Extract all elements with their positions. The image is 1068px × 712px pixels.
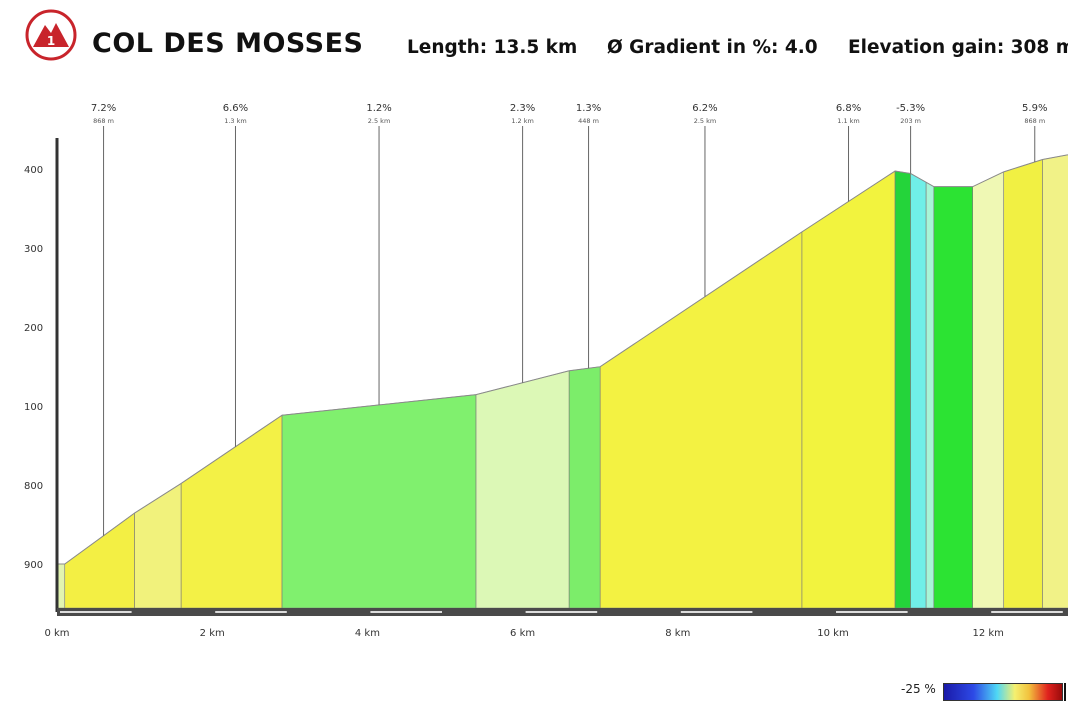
gradient-stat: Ø Gradient in %: 4.0 (607, 37, 818, 58)
annotation-length: 1.1 km (837, 117, 860, 125)
distance-stripe-highlight (680, 611, 753, 613)
header: 1 COL DES MOSSES Length: 13.5 km Ø Gradi… (0, 0, 1068, 90)
profile-segment (568, 366, 601, 609)
length-stat: Length: 13.5 km (407, 37, 578, 58)
y-tick-label: 200 (24, 323, 43, 334)
profile-segment (1042, 154, 1068, 609)
profile-segment (134, 482, 182, 609)
legend-end-cap (1064, 683, 1066, 701)
mountain-pass-badge-icon: 1 (25, 9, 77, 61)
profile-line (57, 154, 1068, 565)
annotation-length: 1.3 km (224, 117, 247, 125)
x-tick-label: 10 km (817, 628, 848, 639)
y-tick-label: 400 (24, 165, 43, 176)
annotation-gradient: 5.9% (1022, 103, 1047, 114)
annotation-length: 2.5 km (694, 117, 717, 125)
y-tick-label: 900 (24, 560, 43, 571)
annotation-gradient: 1.2% (366, 103, 391, 114)
profile-segment (475, 370, 570, 609)
profile-segment (910, 172, 927, 609)
profile-segment (599, 231, 803, 609)
annotation-gradient: 1.3% (576, 103, 601, 114)
annotation-gradient: -5.3% (896, 103, 925, 114)
profile-segment (925, 181, 935, 609)
distance-stripe-highlight (525, 611, 598, 613)
distance-stripe-highlight (836, 611, 908, 613)
x-tick-label: 6 km (510, 628, 535, 639)
annotation-gradient: 2.3% (510, 103, 535, 114)
svg-text:1: 1 (47, 34, 55, 48)
annotation-gradient: 7.2% (91, 103, 116, 114)
y-tick-label: 300 (24, 244, 43, 255)
profile-segment (64, 512, 135, 609)
gradient-legend: -25 % (895, 680, 1068, 702)
annotation-length: 203 m (900, 117, 921, 125)
annotation-length: 448 m (578, 117, 599, 125)
legend-min-label: -25 % (901, 682, 936, 696)
annotation-length: 2.5 km (368, 117, 391, 125)
y-tick-label: 800 (24, 481, 43, 492)
profile-segment (180, 414, 283, 609)
profile-segment (933, 186, 973, 609)
x-tick-label: 8 km (665, 628, 690, 639)
elevation-profile-chart: 900 800 100 200 300 400 0 km 2 km 4 km 6 km 8 km 10… (24, 103, 1068, 639)
profile-segment (894, 170, 911, 609)
pass-title: COL DES MOSSES (92, 28, 364, 59)
elevation-gain-stat: Elevation gain: 308 m (848, 37, 1068, 58)
annotation-gradient: 6.6% (223, 103, 248, 114)
x-tick-label: 0 km (44, 628, 69, 639)
profile-segment (1003, 159, 1043, 609)
annotation-length: 868 m (1024, 117, 1045, 125)
y-tick-label: 100 (24, 402, 43, 413)
x-tick-label: 12 km (972, 628, 1003, 639)
distance-stripe-highlight (370, 611, 442, 613)
x-tick-label: 4 km (355, 628, 380, 639)
annotation-length: 868 m (93, 117, 114, 125)
profile-segment (972, 171, 1005, 609)
x-tick-label: 2 km (200, 628, 225, 639)
distance-stripe-highlight (60, 611, 132, 613)
profile-segment (281, 394, 477, 609)
gradient-color-scale (943, 683, 1063, 701)
annotation-gradient: 6.8% (836, 103, 861, 114)
annotation-length: 1.2 km (511, 117, 534, 125)
distance-stripe-highlight (215, 611, 287, 613)
annotation-gradient: 6.2% (692, 103, 717, 114)
profile-segment (801, 170, 896, 609)
distance-stripe-highlight (991, 611, 1063, 613)
